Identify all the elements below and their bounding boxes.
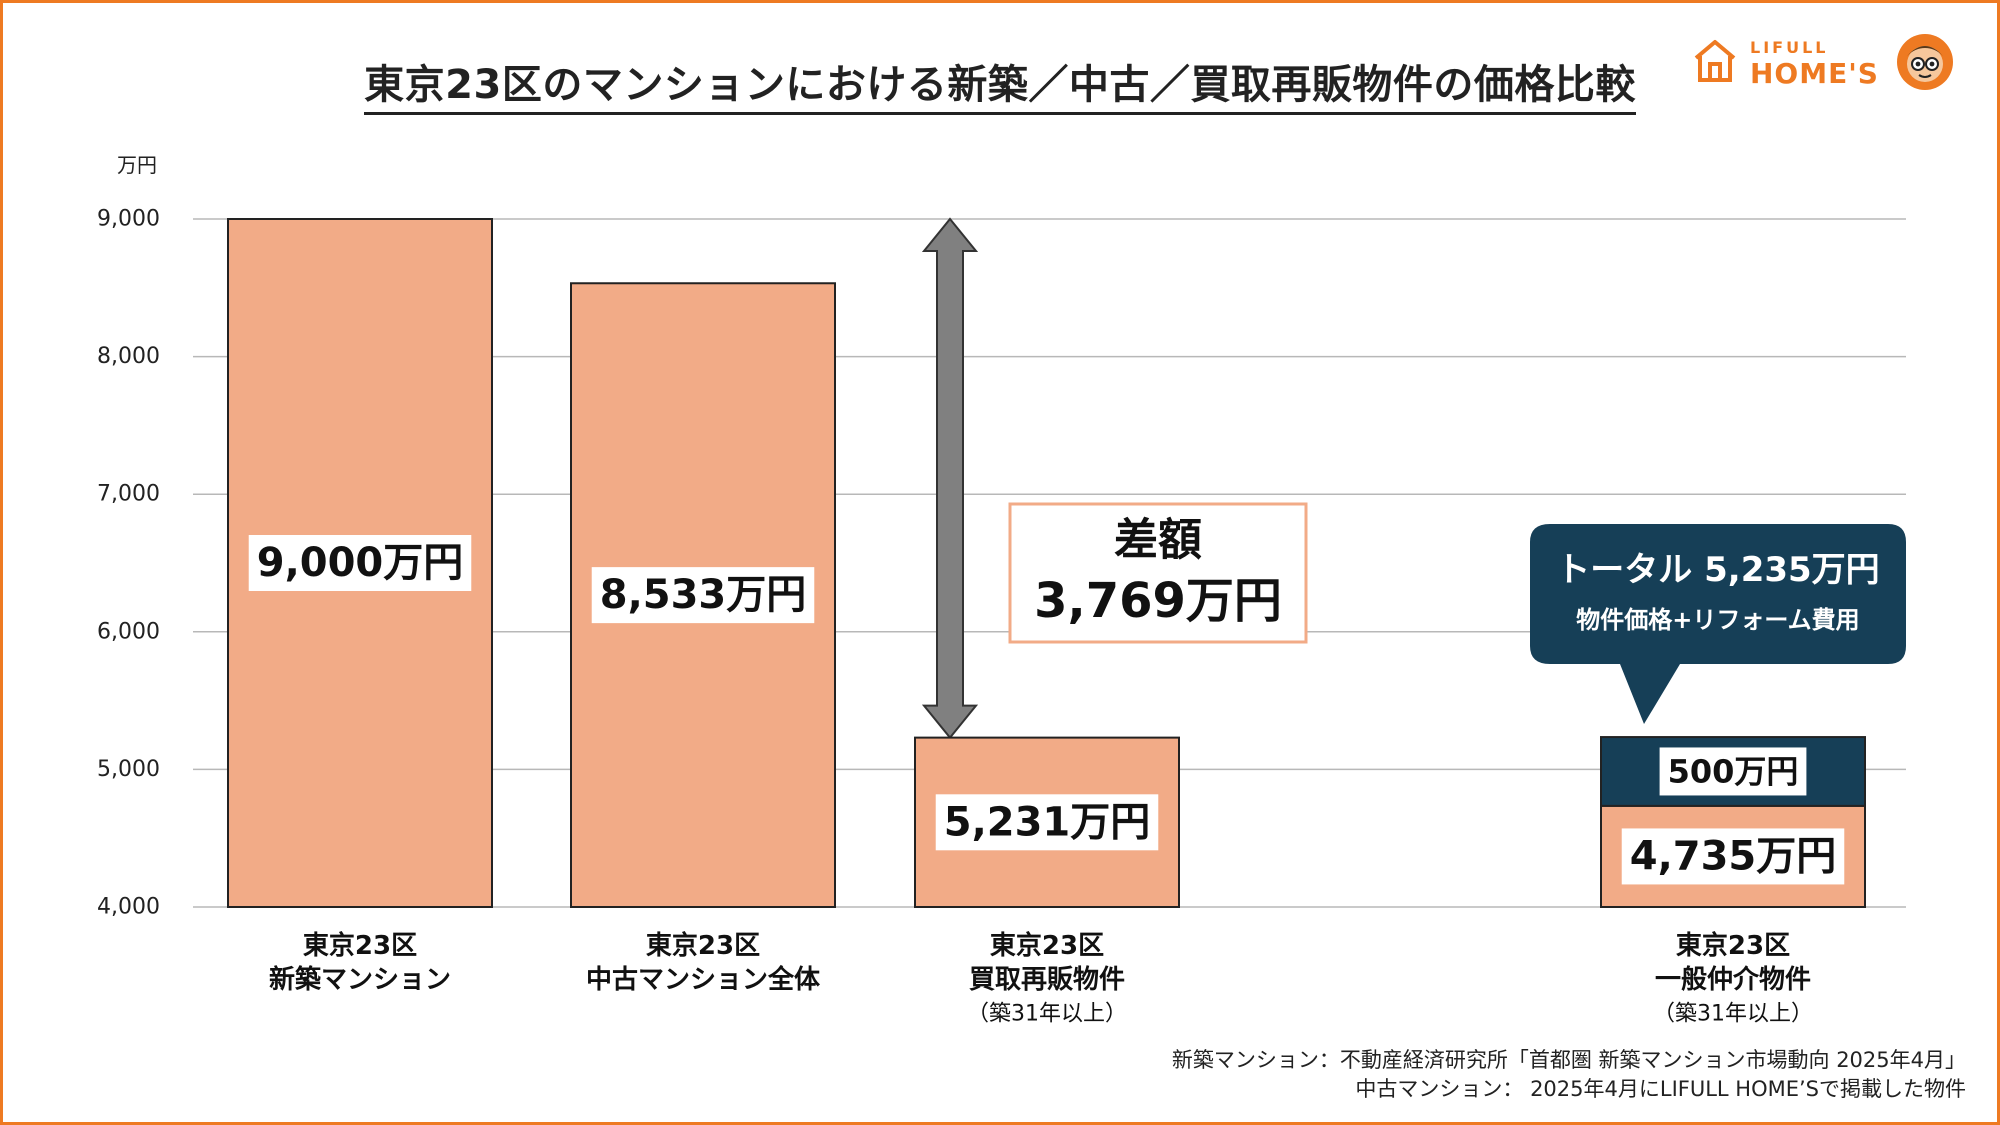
difference-value: 3,769万円 xyxy=(1034,573,1282,629)
y-tick-label: 9,000 xyxy=(97,207,160,232)
mascot-icon xyxy=(1897,34,1953,90)
y-tick-label: 4,000 xyxy=(97,895,160,920)
source-note-new: 新築マンション：不動産経済研究所「首都圏 新築マンション市場動向 2025年4月… xyxy=(1171,1048,1966,1072)
bar-value-label: 9,000万円 xyxy=(257,540,464,586)
source-notes: 新築マンション：不動産経済研究所「首都圏 新築マンション市場動向 2025年4月… xyxy=(1172,1046,1966,1104)
logo-text-main: HOME'S xyxy=(1750,57,1879,90)
stack-value-label-group: 500万円 xyxy=(1659,747,1807,796)
category-label: 東京23区 xyxy=(990,930,1104,961)
category-label: （築31年以上） xyxy=(1653,1002,1813,1027)
bar-value-label: 4,735万円 xyxy=(1630,833,1837,879)
category-label: 中古マンション全体 xyxy=(586,964,821,995)
bar-value-label-group: 4,735万円 xyxy=(1621,828,1845,885)
y-tick-label: 6,000 xyxy=(97,619,160,644)
category-label: 買取再販物件 xyxy=(969,965,1125,995)
callout-total: トータル 5,235万円 xyxy=(1556,550,1879,590)
category-label: 東京23区 xyxy=(303,930,417,961)
bar-value-label-group: 5,231万円 xyxy=(935,794,1159,851)
difference-title: 差額 xyxy=(1114,515,1202,566)
stack-value-label: 500万円 xyxy=(1668,752,1799,790)
callout-subtitle: 物件価格+リフォーム費用 xyxy=(1576,606,1859,634)
category-label: 東京23区 xyxy=(1676,930,1790,961)
bar-value-label-bg xyxy=(1621,828,1845,885)
difference-arrow xyxy=(921,217,979,740)
y-tick-label: 7,000 xyxy=(97,482,160,507)
y-axis-ticks: 4,000 5,000 6,000 7,000 8,000 9,000 xyxy=(97,207,160,920)
source-note-used: 中古マンション： 2025年4月にLIFULL HOME’Sで掲載した物件 xyxy=(1355,1077,1966,1101)
bar-value-label-bg xyxy=(591,567,815,624)
category-label: 東京23区 xyxy=(646,930,760,961)
bar-value-label-group: 8,533万円 xyxy=(591,567,815,624)
difference-box-border xyxy=(1008,502,1308,644)
difference-arrow-group xyxy=(921,217,979,740)
bar-value-label-bg xyxy=(935,794,1159,851)
category-label: 一般仲介物件 xyxy=(1655,965,1811,995)
logo-text-top: LIFULL xyxy=(1750,38,1829,57)
category-label: （築31年以上） xyxy=(967,1002,1127,1027)
bar-value-label-bg xyxy=(248,535,472,591)
lifull-homes-logo: LIFULL HOME'S xyxy=(1690,30,1960,94)
y-axis-unit-label: 万円 xyxy=(117,153,157,177)
stack-value-label-bg xyxy=(1659,747,1807,796)
difference-box: 差額 3,769万円 xyxy=(1008,502,1308,644)
bar-value-label-group: 9,000万円 xyxy=(248,535,472,591)
category-labels: 東京23区新築マンション東京23区中古マンション全体東京23区買取再販物件（築3… xyxy=(269,930,1813,1027)
callout-bubble xyxy=(1530,524,1906,724)
chart-title-wrap: 東京23区のマンションにおける新築／中古／買取再販物件の価格比較 xyxy=(0,52,2000,115)
bar-value-label: 8,533万円 xyxy=(600,572,807,618)
y-tick-label: 5,000 xyxy=(97,757,160,782)
bar-value-label: 5,231万円 xyxy=(944,799,1151,845)
category-label: 新築マンション xyxy=(269,964,451,995)
chart-title: 東京23区のマンションにおける新築／中古／買取再販物件の価格比較 xyxy=(364,62,1636,115)
house-icon xyxy=(1694,40,1736,82)
data-labels: 9,000万円 8,533万円 5,231万円 4,735万円 500万円 xyxy=(248,535,1845,885)
y-tick-label: 8,000 xyxy=(97,344,160,369)
